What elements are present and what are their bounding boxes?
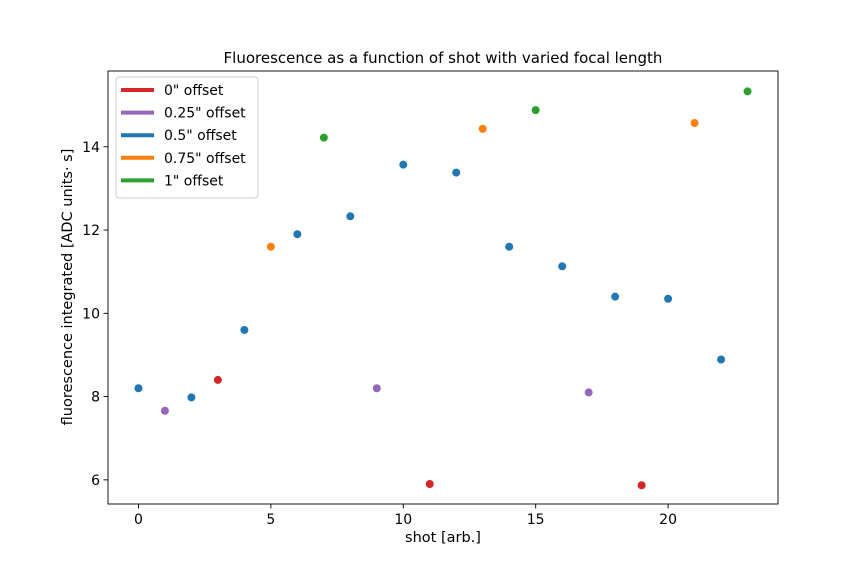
data-point	[346, 212, 355, 221]
data-point	[611, 292, 620, 301]
legend-entry: 0" offset	[164, 83, 224, 99]
legend-entry: 0.25" offset	[164, 106, 246, 122]
data-point	[293, 230, 302, 239]
legend-entry: 0.5" offset	[164, 128, 237, 144]
data-point	[743, 87, 752, 96]
x-axis-label: shot [arb.]	[405, 530, 481, 546]
data-point	[319, 133, 328, 142]
y-tick-label: 6	[91, 473, 100, 489]
x-tick-label: 15	[527, 512, 545, 528]
legend-entry: 0.75" offset	[164, 151, 246, 167]
x-tick-label: 5	[266, 512, 275, 528]
data-point	[160, 406, 169, 415]
plot-area	[107, 70, 779, 505]
data-point	[425, 480, 434, 489]
data-point	[266, 242, 275, 251]
y-axis-label: fluorescence integrated [ADC units· s]	[60, 149, 76, 426]
x-axis-ticks: 0 5 10 15 20	[134, 504, 677, 528]
data-points	[134, 87, 752, 490]
x-tick-label: 20	[659, 512, 677, 528]
y-axis-ticks: 6 8 10 12 14	[82, 140, 108, 489]
legend-frame	[115, 76, 259, 199]
axes-frame	[107, 70, 779, 505]
data-point	[240, 325, 249, 334]
legend: 0" offset 0.25" offset 0.5" offset 0.75" of…	[115, 76, 259, 199]
data-point	[664, 294, 673, 303]
x-tick-label: 10	[394, 512, 412, 528]
data-point	[558, 262, 567, 271]
y-tick-label: 10	[82, 306, 100, 322]
data-point	[452, 168, 461, 177]
data-point	[187, 393, 196, 402]
data-point	[399, 160, 408, 169]
legend-entry: 1" offset	[164, 173, 224, 189]
y-tick-label: 8	[91, 390, 100, 406]
data-point	[717, 355, 726, 364]
data-point	[637, 481, 646, 490]
data-point	[478, 124, 487, 133]
x-tick-label: 0	[134, 512, 143, 528]
data-point	[531, 106, 540, 115]
data-point	[372, 384, 381, 393]
data-point	[213, 375, 222, 384]
data-point	[134, 384, 143, 393]
y-tick-label: 12	[82, 223, 100, 239]
data-point	[690, 119, 699, 128]
data-point	[584, 388, 593, 397]
y-tick-label: 14	[82, 140, 100, 156]
chart-title: Fluorescence as a function of shot with …	[224, 49, 663, 67]
data-point	[505, 242, 514, 251]
